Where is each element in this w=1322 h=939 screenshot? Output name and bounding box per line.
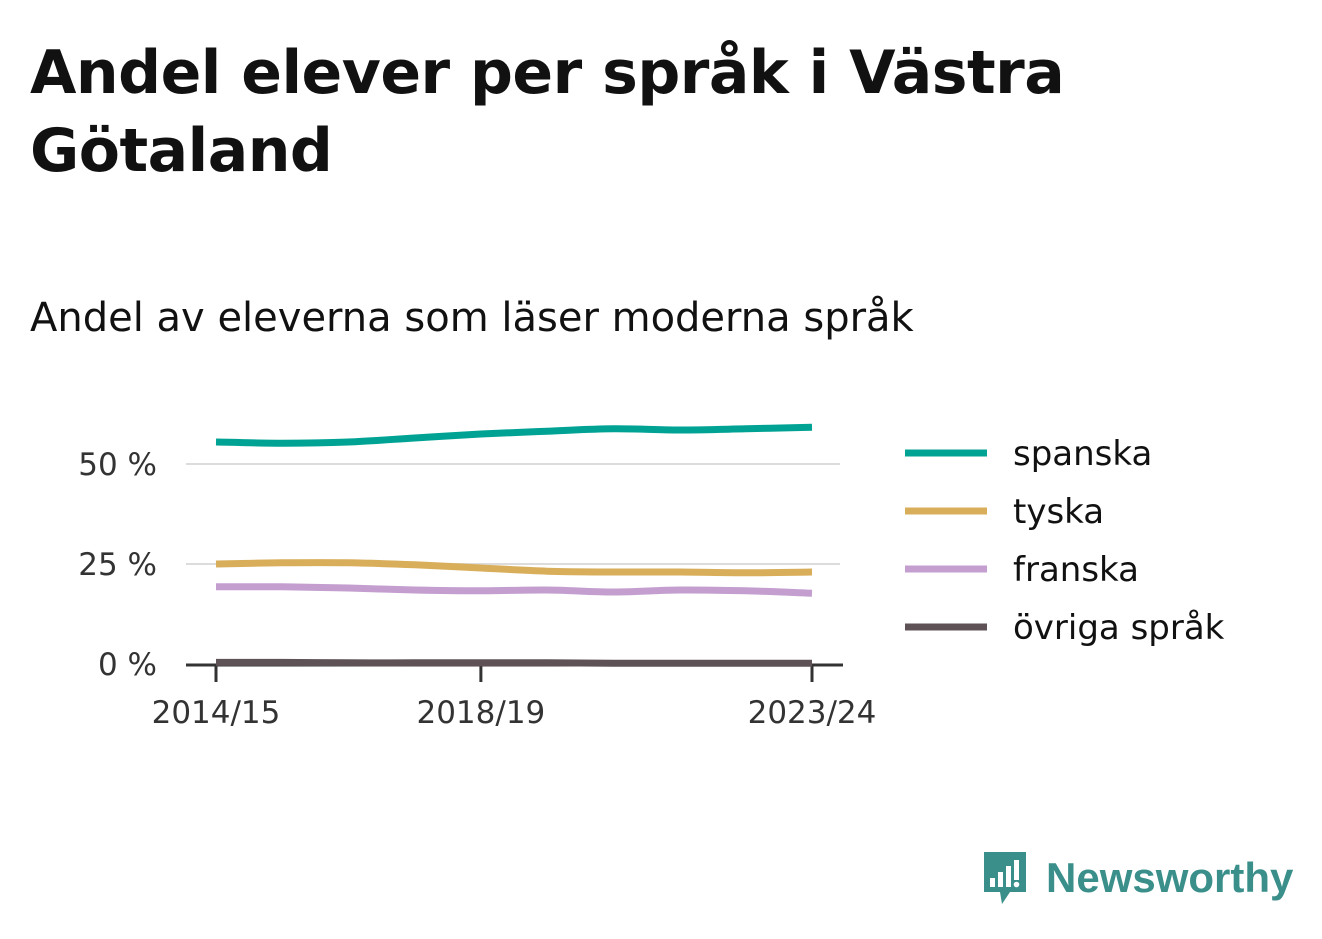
series-line-1 bbox=[215, 559, 813, 577]
newsworthy-logo: Newsworthy bbox=[980, 848, 1293, 908]
y-tick-label: 25 % bbox=[78, 547, 157, 583]
series-line-3 bbox=[215, 658, 812, 667]
x-tick-label: 2014/15 bbox=[152, 695, 281, 731]
legend: spanska tyska franska övriga språk bbox=[905, 434, 1225, 648]
y-tick-label: 50 % bbox=[78, 447, 157, 483]
legend-label: övriga språk bbox=[1013, 608, 1225, 648]
bar-chart-speech-bubble-icon bbox=[984, 852, 1026, 904]
legend-label: spanska bbox=[1013, 434, 1152, 474]
brand-name: Newsworthy bbox=[1046, 854, 1294, 901]
x-tick-label: 2023/24 bbox=[748, 695, 877, 731]
x-tick-label: 2018/19 bbox=[416, 695, 545, 731]
legend-label: tyska bbox=[1013, 492, 1104, 532]
series-lines bbox=[215, 423, 813, 667]
chart-title: Andel elever per språk i Västra Götaland bbox=[30, 38, 1065, 186]
series-line-0 bbox=[215, 423, 813, 447]
grid-lines: 0 % 25 % 50 % bbox=[78, 447, 840, 683]
x-axis: 2014/15 2018/19 2023/24 bbox=[152, 663, 877, 731]
legend-label: franska bbox=[1013, 550, 1139, 590]
y-tick-label: 0 % bbox=[98, 647, 157, 683]
chart-subtitle: Andel av eleverna som läser moderna språ… bbox=[30, 295, 914, 341]
series-line-2 bbox=[215, 583, 813, 597]
